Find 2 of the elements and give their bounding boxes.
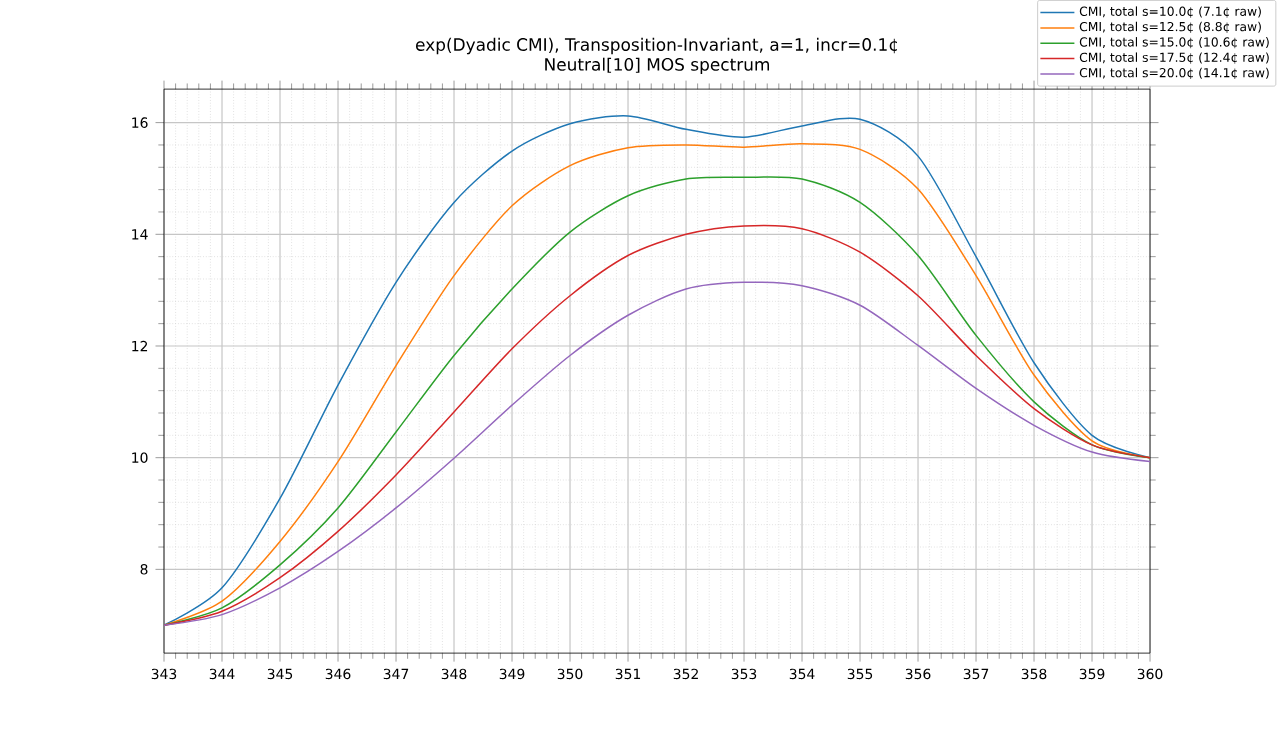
chart-title: exp(Dyadic CMI), Transposition-Invariant, a=1, incr=0.1¢ [416, 38, 897, 55]
chart-subtitle: Neutral[10] MOS spectrum [545, 58, 769, 75]
